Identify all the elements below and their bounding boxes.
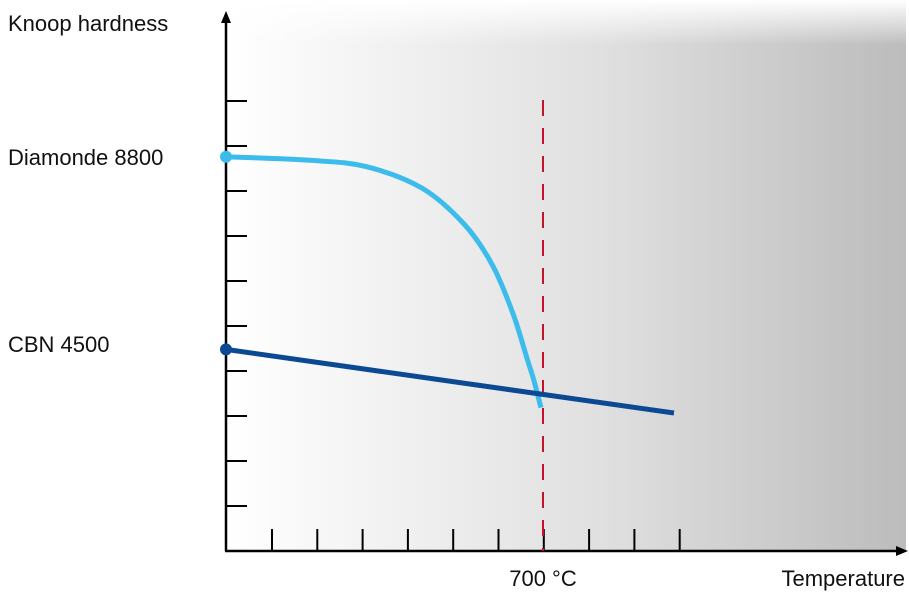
- y-value-label-cbn: CBN 4500: [8, 332, 110, 357]
- x-axis-arrow: [896, 546, 908, 556]
- temperature-marker-label: 700 °C: [509, 566, 577, 591]
- cbn-series-line: [225, 346, 675, 416]
- axes: [221, 11, 908, 556]
- y-ticks: [226, 100, 247, 507]
- y-axis-label: Knoop hardness: [8, 11, 168, 36]
- series-group: [220, 150, 675, 416]
- y-value-label-diamond: Diamonde 8800: [8, 145, 163, 170]
- diamond-start-point: [220, 150, 232, 163]
- cbn-start-point: [220, 343, 232, 356]
- x-axis-label: Temperature: [781, 566, 905, 591]
- y-axis-arrow: [221, 11, 231, 23]
- plot-background: [226, 0, 906, 550]
- diamond-series-line: [225, 154, 544, 409]
